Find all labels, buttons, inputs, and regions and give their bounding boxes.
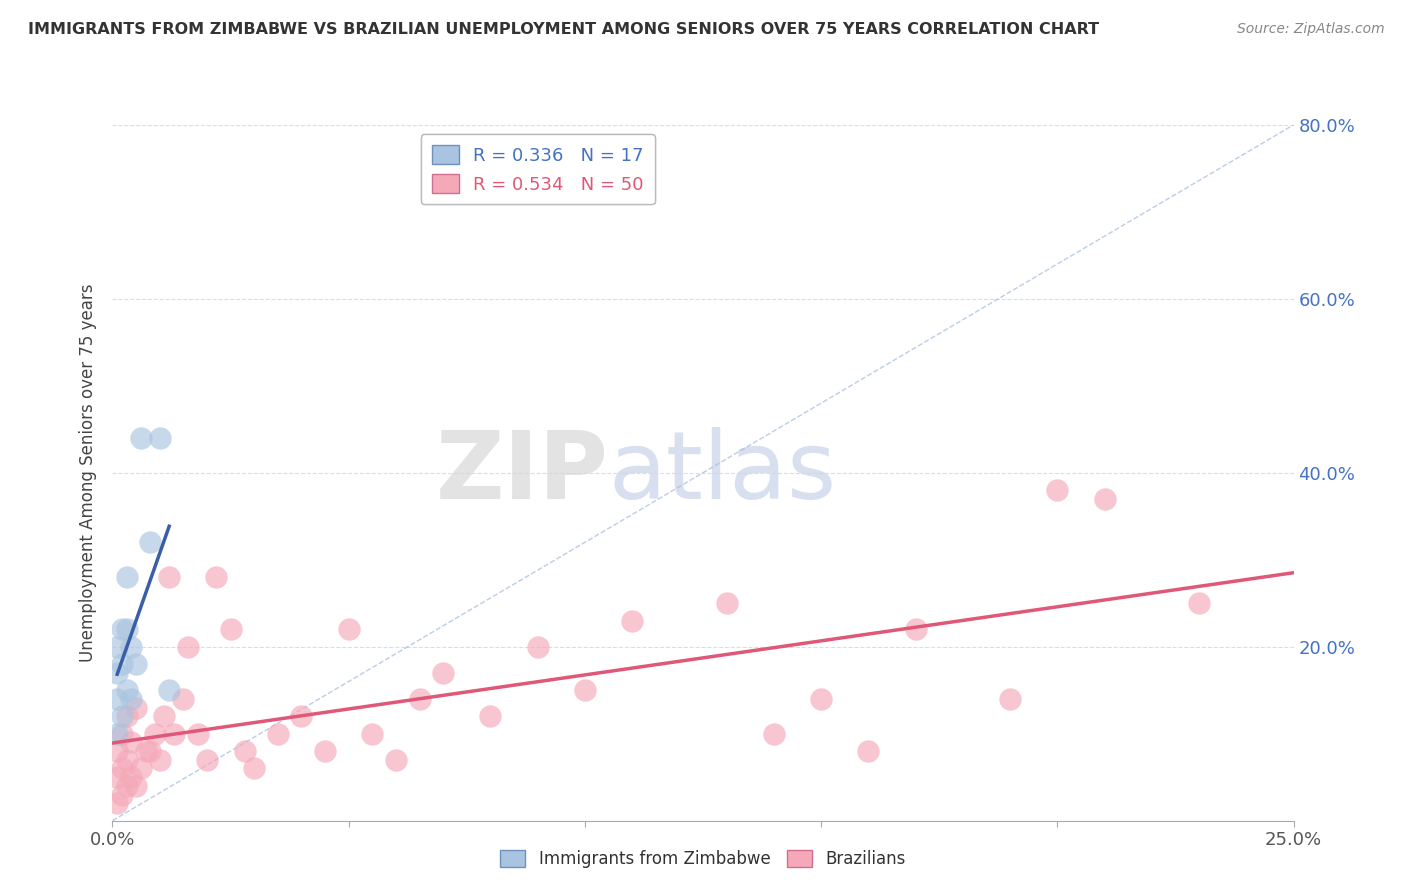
Point bbox=[120, 770, 142, 784]
Point bbox=[111, 726, 134, 740]
Point bbox=[361, 726, 384, 740]
Point bbox=[479, 709, 502, 723]
Y-axis label: Unemployment Among Seniors over 75 years: Unemployment Among Seniors over 75 years bbox=[79, 284, 97, 662]
Point bbox=[125, 779, 148, 793]
Point bbox=[385, 753, 408, 767]
Point bbox=[105, 640, 128, 654]
Point bbox=[105, 744, 128, 758]
Point bbox=[904, 623, 927, 637]
Point bbox=[129, 761, 152, 775]
Point bbox=[858, 744, 880, 758]
Point bbox=[1188, 596, 1211, 610]
Point bbox=[149, 753, 172, 767]
Point bbox=[1094, 491, 1116, 506]
Point bbox=[105, 726, 128, 740]
Point bbox=[115, 570, 138, 584]
Point bbox=[233, 744, 256, 758]
Point bbox=[408, 692, 430, 706]
Point bbox=[163, 726, 186, 740]
Point bbox=[337, 623, 360, 637]
Text: ZIP: ZIP bbox=[436, 426, 609, 519]
Legend: Immigrants from Zimbabwe, Brazilians: Immigrants from Zimbabwe, Brazilians bbox=[494, 843, 912, 875]
Point bbox=[153, 709, 176, 723]
Point bbox=[314, 744, 336, 758]
Point bbox=[267, 726, 290, 740]
Point bbox=[219, 623, 242, 637]
Point bbox=[243, 761, 266, 775]
Legend: R = 0.336   N = 17, R = 0.534   N = 50: R = 0.336 N = 17, R = 0.534 N = 50 bbox=[420, 134, 655, 204]
Point bbox=[111, 709, 134, 723]
Point bbox=[139, 535, 162, 549]
Point bbox=[574, 683, 596, 698]
Text: atlas: atlas bbox=[609, 426, 837, 519]
Point bbox=[125, 657, 148, 671]
Point bbox=[621, 614, 644, 628]
Point bbox=[105, 692, 128, 706]
Point bbox=[115, 683, 138, 698]
Point bbox=[716, 596, 738, 610]
Point bbox=[115, 779, 138, 793]
Point bbox=[115, 623, 138, 637]
Point bbox=[120, 640, 142, 654]
Point bbox=[111, 788, 134, 802]
Point bbox=[810, 692, 832, 706]
Point bbox=[125, 700, 148, 714]
Point bbox=[111, 623, 134, 637]
Point bbox=[186, 726, 208, 740]
Point bbox=[762, 726, 785, 740]
Point bbox=[115, 709, 138, 723]
Point bbox=[105, 665, 128, 680]
Text: Source: ZipAtlas.com: Source: ZipAtlas.com bbox=[1237, 22, 1385, 37]
Point bbox=[1046, 483, 1069, 497]
Point bbox=[111, 761, 134, 775]
Point bbox=[157, 570, 180, 584]
Point bbox=[290, 709, 312, 723]
Point bbox=[432, 665, 454, 680]
Point bbox=[111, 657, 134, 671]
Point bbox=[120, 735, 142, 749]
Point bbox=[105, 770, 128, 784]
Point bbox=[172, 692, 194, 706]
Point bbox=[526, 640, 548, 654]
Point bbox=[129, 431, 152, 445]
Point bbox=[143, 726, 166, 740]
Point bbox=[139, 744, 162, 758]
Point bbox=[998, 692, 1021, 706]
Point bbox=[149, 431, 172, 445]
Point bbox=[105, 796, 128, 810]
Point bbox=[177, 640, 200, 654]
Point bbox=[135, 744, 157, 758]
Point bbox=[157, 683, 180, 698]
Point bbox=[205, 570, 228, 584]
Point bbox=[120, 692, 142, 706]
Point bbox=[115, 753, 138, 767]
Text: IMMIGRANTS FROM ZIMBABWE VS BRAZILIAN UNEMPLOYMENT AMONG SENIORS OVER 75 YEARS C: IMMIGRANTS FROM ZIMBABWE VS BRAZILIAN UN… bbox=[28, 22, 1099, 37]
Point bbox=[195, 753, 218, 767]
